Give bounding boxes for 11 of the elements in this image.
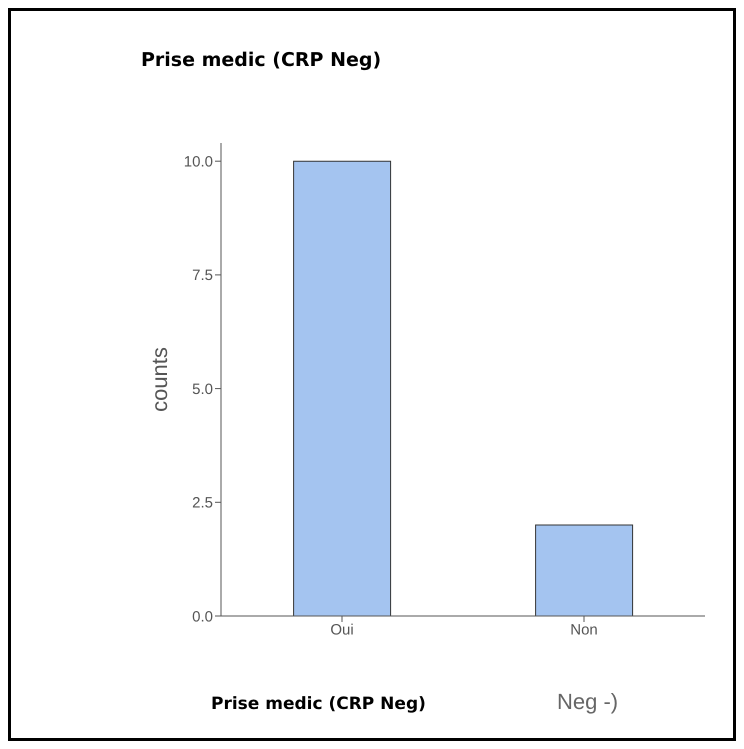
y-tick-label: 5.0 — [192, 380, 213, 398]
y-tick-label: 10.0 — [184, 154, 213, 171]
chart-title: Prise medic (CRP Neg) — [141, 49, 382, 71]
x-axis-title: Prise medic (CRP Neg) — [211, 694, 426, 714]
y-tick-label: 2.5 — [192, 494, 213, 512]
x-tick-label: Oui — [330, 622, 354, 639]
x-tick-label: Non — [570, 622, 598, 639]
text: Neg -) — [557, 689, 618, 715]
y-tick-label: 0.0 — [192, 608, 213, 626]
y-tick-label: 7.5 — [192, 267, 213, 284]
y-axis-title: counts — [146, 347, 172, 412]
